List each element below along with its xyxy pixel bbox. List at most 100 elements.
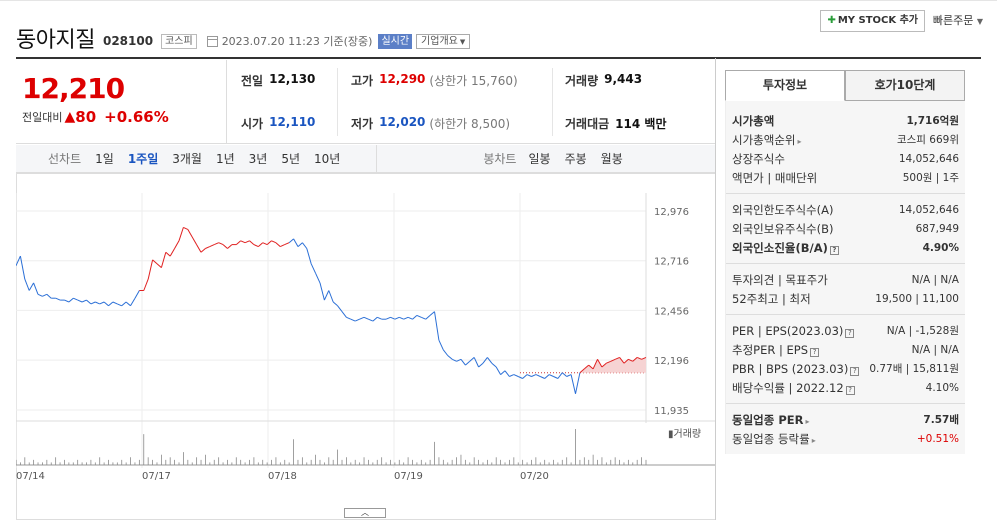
help-icon[interactable]: ? [850, 366, 860, 376]
price-line-segment [592, 359, 598, 370]
stat-value: 12,130 [269, 72, 316, 86]
info-row: 52주최고 | 최저 19,500 | 11,100 [732, 289, 959, 308]
period-1w[interactable]: 1주일 [127, 152, 159, 166]
price-line-segment [191, 236, 198, 245]
info-value: +0.51% [916, 432, 959, 445]
info-key: 외국인보유주식수(B) [732, 221, 834, 236]
price-line-segment [95, 301, 100, 305]
info-value: 14,052,646 [898, 203, 959, 216]
price-line-segment [117, 303, 122, 307]
tab-invest-info[interactable]: 투자정보 [725, 70, 845, 101]
candle-weekly[interactable]: 주봉 [564, 152, 587, 166]
price-line-segment [372, 316, 378, 322]
company-info-dropdown[interactable]: 기업개요 ▼ [416, 33, 471, 49]
info-row: 액면가 | 매매단위 500원 | 1주 [732, 168, 959, 187]
price-line-segment [183, 226, 189, 230]
x-tick-label: 07/19 [394, 471, 423, 482]
stat-label: 전일 [241, 74, 264, 88]
period-5y[interactable]: 5년 [281, 152, 301, 166]
price-summary: 12,210 전일대비 ▲ 80 +0.66% 전일 12,130 고가 12,29… [16, 60, 716, 144]
price-line-segment [81, 299, 87, 303]
add-mystock-label: MY STOCK 추가 [837, 15, 918, 26]
price-line-segment [341, 311, 347, 318]
info-value: 코스피 669위 [896, 134, 959, 146]
realtime-button[interactable]: 실시간 [378, 33, 413, 49]
divider [337, 68, 338, 136]
info-value: 500원 | 1주 [902, 172, 959, 184]
period-10y[interactable]: 10년 [314, 152, 341, 166]
period-3y[interactable]: 3년 [248, 152, 268, 166]
stat-high: 고가 12,290 (상한가 15,760) [351, 72, 518, 89]
x-tick-label: 07/20 [520, 471, 549, 482]
price-line-segment [73, 297, 78, 301]
price-line-segment [130, 297, 136, 307]
info-value: 0.77배 | 15,811원 [869, 363, 959, 375]
price-line-segment [187, 229, 193, 238]
price-line-segment [451, 358, 457, 362]
price-line-segment [583, 364, 590, 370]
x-tick-label: 07/14 [16, 471, 45, 482]
help-icon[interactable]: ? [845, 328, 855, 338]
help-icon[interactable]: ? [829, 245, 839, 255]
price-line-segment [16, 255, 21, 266]
price-line-segment [469, 357, 475, 362]
help-icon[interactable]: ? [810, 347, 820, 357]
price-line-segment [253, 244, 259, 248]
price-line-segment [566, 374, 572, 377]
price-line-segment [575, 372, 581, 394]
price-line-segment [421, 316, 426, 320]
up-triangle-icon: ▲ [64, 109, 76, 125]
price-line-segment [332, 301, 338, 307]
change-amount: 80 [75, 108, 97, 126]
info-key: PBR | BPS (2023.03)? [732, 362, 860, 376]
price-line-segment [266, 240, 272, 245]
price-line-segment [628, 358, 634, 362]
info-key[interactable]: 동일업종 등락률 ▸ [732, 431, 816, 446]
price-line-segment [319, 282, 325, 301]
y-tick-label: 12,976 [654, 207, 689, 218]
add-mystock-button[interactable]: ✚ MY STOCK 추가 [820, 10, 925, 32]
price-line-segment [235, 240, 242, 245]
candle-daily[interactable]: 일봉 [528, 152, 551, 166]
price-line-segment [447, 355, 453, 360]
info-row: PER | EPS(2023.03)? N/A | -1,528원 [732, 321, 959, 340]
info-key[interactable]: 시가총액순위 ▸ [732, 132, 802, 147]
price-line-segment [460, 358, 466, 366]
period-3m[interactable]: 3개월 [172, 152, 202, 166]
quick-order-button[interactable]: 빠른주문 ▼ [933, 12, 983, 28]
info-row: 배당수익률 | 2022.12? 4.10% [732, 378, 959, 397]
info-section: 동일업종 PER ▸ 7.57배 동일업종 등락률 ▸ +0.51% [726, 403, 965, 454]
info-key: 시가총액 [732, 113, 775, 128]
price-line-segment [597, 359, 603, 368]
info-key: PER | EPS(2023.03)? [732, 324, 855, 338]
price-line-segment [399, 316, 404, 320]
price-stats: 전일 12,130 고가 12,290 (상한가 15,760) 거래량 9,443 시… [226, 60, 716, 144]
stat-prev: 전일 12,130 [241, 72, 315, 89]
price-line-segment [403, 316, 409, 320]
chevron-down-icon: ▼ [459, 37, 466, 46]
help-icon[interactable]: ? [845, 385, 855, 395]
info-key: 52주최고 | 최저 [732, 291, 811, 306]
period-1d[interactable]: 1일 [95, 152, 114, 166]
price-line-segment [257, 242, 264, 247]
price-line-segment [33, 282, 39, 295]
chevron-right-icon: ▸ [811, 435, 816, 445]
line-chart-label: 선차트 [48, 152, 82, 166]
period-1y[interactable]: 1년 [215, 152, 235, 166]
price-line-segment [504, 370, 510, 377]
chart-scroll-handle[interactable]: ︿ [344, 508, 386, 518]
price-line-segment [147, 259, 154, 280]
info-key: 투자의견 | 목표주가 [732, 272, 828, 287]
price-line-segment [37, 293, 43, 297]
tab-quote-10[interactable]: 호가10단계 [845, 70, 965, 101]
price-line-segment [557, 372, 563, 379]
info-row: 시가총액순위 ▸ 코스피 669위 [732, 130, 959, 149]
candle-monthly[interactable]: 월봉 [600, 152, 623, 166]
info-section: PER | EPS(2023.03)? N/A | -1,528원 추정PER | … [726, 314, 965, 403]
price-chart[interactable]: 12,976 12,716 12,456 12,196 11,935 07/14 07/17… [16, 173, 716, 520]
price-line-segment [222, 244, 228, 249]
price-line-segment [346, 316, 351, 320]
price-line-segment [544, 374, 550, 379]
price-line-segment [112, 301, 118, 305]
info-key[interactable]: 동일업종 PER ▸ [732, 412, 810, 427]
